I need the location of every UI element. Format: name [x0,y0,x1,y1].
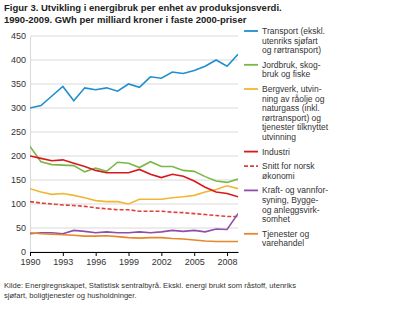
x-tick-mark [161,252,162,256]
series-line [30,54,238,108]
y-tick-label: 0 [21,247,26,257]
x-tick-label: 1999 [119,257,139,267]
x-tick-mark [96,252,97,256]
grid-line [30,84,238,85]
legend-label: Snitt for norskøkonomi [262,161,315,181]
x-tick-mark [63,252,64,256]
lines [30,54,238,241]
legend-item: Jordbruk, skog-bruk og fiske [244,60,321,80]
x-tick-label: 2002 [152,257,172,267]
y-tick: 450 [11,31,30,41]
y-tick-label: 250 [11,127,26,137]
legend-item: Snitt for norskøkonomi [244,161,315,181]
x-tick-label: 1996 [86,257,106,267]
x-tick: 1996 [86,252,106,267]
legend-swatch [244,88,258,90]
y-tick-label: 100 [11,199,26,209]
x-tick: 2005 [185,252,205,267]
series-line [30,233,238,242]
x-tick-label: 1993 [53,257,73,267]
chart: Figur 3. Utvikling i energibruk per enhe… [0,0,400,320]
x-tick-label: 2008 [218,257,238,267]
legend-label: Jordbruk, skog-bruk og fiske [262,60,321,80]
x-axis-line [31,252,239,253]
grid [30,36,238,252]
y-tick-label: 350 [11,79,26,89]
y-tick: 350 [11,79,30,89]
y-tick: 400 [11,55,30,65]
y-tick-label: 450 [11,31,26,41]
x-axis: 1990 1993 1996 1999 2002 2005 2008 [20,252,238,267]
grid-line [30,132,238,133]
x-tick-mark [227,252,228,256]
series-line [30,146,238,182]
grid-line [30,108,238,109]
legend-item: Kraft- og vannfor-syning, Bygge-og anleg… [244,185,328,224]
x-tick: 2008 [218,252,238,267]
grid-line [30,180,238,181]
legend-swatch [244,64,258,66]
legend-item: Bergverk, utvin-ning av råolje ognaturga… [244,84,329,142]
grid-line [30,252,238,253]
y-tick: 0 [21,247,30,257]
y-tick-label: 50 [16,223,26,233]
y-tick: 150 [11,175,30,185]
legend-swatch [244,30,258,32]
legend: Transport (ekskl.utenriks sjøfartog rørt… [244,26,329,248]
x-tick: 1993 [53,252,73,267]
y-tick-label: 300 [11,103,26,113]
legend-label: Industri [262,147,290,157]
y-tick-label: 200 [11,151,26,161]
legend-label: Bergverk, utvin-ning av råolje ognaturga… [262,84,329,142]
grid-line [30,60,238,61]
grid-line [30,156,238,157]
subtitle: 1990-2009. GWh per milliard kroner i fas… [4,14,247,25]
y-tick: 250 [11,127,30,137]
grid-line [30,228,238,229]
legend-label: Kraft- og vannfor-syning, Bygge-og anleg… [262,185,328,224]
grid-line [30,36,238,37]
legend-item: Industri [244,147,290,157]
series-line [30,214,238,234]
y-tick-label: 400 [11,55,26,65]
series-line [30,202,238,217]
y-axis: 0 50 100 150 200 250 300 350 400 450 [11,31,31,257]
legend-item: Transport (ekskl.utenriks sjøfartog rørt… [244,26,325,55]
x-tick-label: 2005 [185,257,205,267]
x-tick: 2002 [152,252,172,267]
legend-swatch [244,189,258,191]
legend-label: Tjenester ogvarehandel [262,229,310,249]
y-tick: 50 [16,223,30,233]
legend-swatch [244,233,258,235]
y-tick-label: 150 [11,175,26,185]
title: Figur 3. Utvikling i energibruk per enhe… [4,2,282,13]
series-line [30,156,238,197]
x-tick: 1999 [119,252,139,267]
legend-swatch [244,165,258,167]
y-axis-line [30,37,31,253]
legend-swatch [244,151,258,153]
y-tick: 300 [11,103,30,113]
x-tick-mark [194,252,195,256]
y-tick: 200 [11,151,30,161]
x-tick-mark [129,252,130,256]
legend-label: Transport (ekskl.utenriks sjøfartog rørt… [262,26,325,55]
x-tick-label: 1990 [20,257,40,267]
x-tick-mark [30,252,31,256]
source-note: Kilde: Energiregnskapet, Statistisk sent… [4,281,296,300]
y-tick: 100 [11,199,30,209]
legend-item: Tjenester ogvarehandel [244,229,310,249]
x-tick: 1990 [20,252,40,267]
